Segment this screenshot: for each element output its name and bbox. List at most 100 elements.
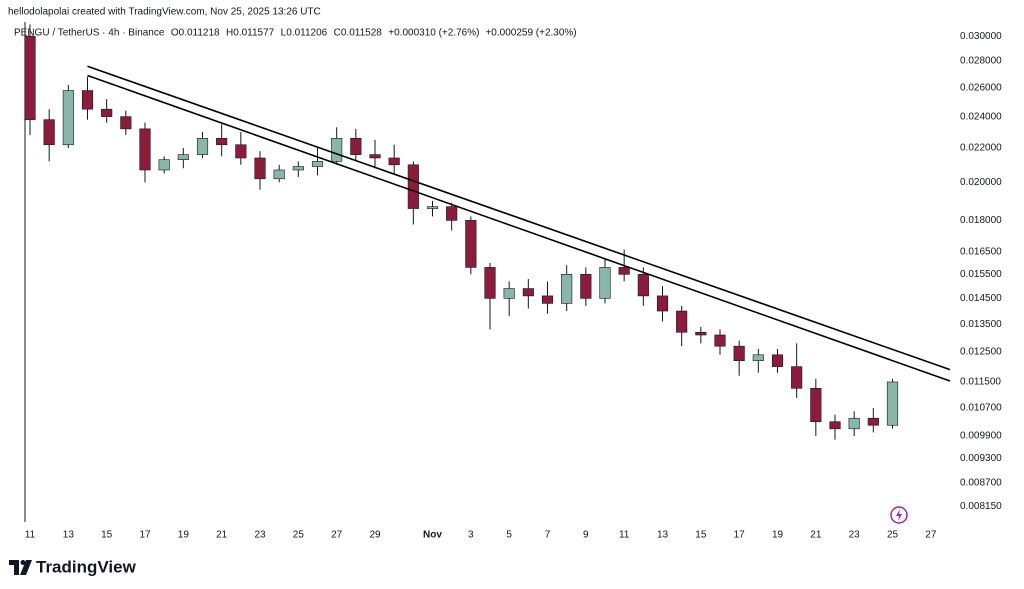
candle-body <box>426 206 439 209</box>
x-tick-label: 21 <box>810 530 822 541</box>
y-tick-label: 0.008150 <box>960 501 1002 512</box>
trend-line <box>87 74 951 382</box>
x-tick-label: 15 <box>695 530 707 541</box>
candle-body <box>580 274 592 299</box>
candle-body <box>292 166 304 171</box>
candle-body <box>829 421 841 430</box>
x-tick-label: 9 <box>583 530 589 541</box>
x-tick-label: 3 <box>468 530 474 541</box>
y-tick-label: 0.016500 <box>960 246 1002 257</box>
candle-body <box>273 169 285 180</box>
x-tick-label: 13 <box>63 530 75 541</box>
candle-body <box>541 295 554 304</box>
x-tick-label: 17 <box>139 530 151 541</box>
x-tick-label: 17 <box>734 530 746 541</box>
legend-value: +0.000310 (+2.76%) <box>388 28 479 39</box>
trend-line <box>87 65 951 371</box>
y-tick-label: 0.009900 <box>960 431 1002 442</box>
candle-body <box>311 161 324 167</box>
x-tick-label: 29 <box>369 530 381 541</box>
candle-body <box>350 138 362 155</box>
candle-body <box>676 310 688 333</box>
alert-bolt <box>896 509 902 521</box>
x-tick-label: 27 <box>925 530 937 541</box>
y-tick-label: 0.024000 <box>960 111 1002 122</box>
legend-value: O0.011218 <box>171 28 220 39</box>
y-tick-label: 0.013500 <box>960 319 1002 330</box>
legend-value: +0.000259 (+2.30%) <box>485 28 576 39</box>
x-tick-label: 13 <box>657 530 669 541</box>
alert-icon[interactable] <box>890 506 908 524</box>
candle-body <box>120 116 132 130</box>
x-tick-label: 25 <box>293 530 305 541</box>
logo-part <box>20 560 26 565</box>
candle-body <box>714 334 726 347</box>
y-tick-label: 0.026000 <box>960 82 1002 93</box>
y-tick-label: 0.008700 <box>960 477 1002 488</box>
x-tick-label: 21 <box>216 530 228 541</box>
y-tick-label: 0.015500 <box>960 269 1002 280</box>
x-tick-label: 19 <box>178 530 190 541</box>
x-tick-label: 23 <box>254 530 266 541</box>
plot-area <box>24 24 951 440</box>
candle-body <box>599 267 611 299</box>
candle-body <box>81 90 94 110</box>
candle-body <box>254 157 266 180</box>
candle-body <box>867 417 879 426</box>
candle-body <box>886 381 899 426</box>
x-tick-label: 15 <box>101 530 113 541</box>
y-tick-label: 0.010700 <box>960 403 1002 414</box>
candle-body <box>24 35 36 120</box>
x-tick-label: 5 <box>506 530 512 541</box>
candle-body <box>196 138 209 155</box>
y-tick-label: 0.014500 <box>960 293 1002 304</box>
candle-body <box>484 267 496 299</box>
ohlc-legend: PENGU / TetherUS · 4h · Binance O0.01121… <box>14 28 577 39</box>
candle-body <box>848 417 860 430</box>
candle-body <box>388 157 400 166</box>
candle-body <box>791 366 803 389</box>
candle-body <box>522 288 534 297</box>
y-tick-label: 0.011500 <box>960 377 1001 388</box>
x-tick-label: 27 <box>331 530 343 541</box>
brand-logo <box>9 560 32 575</box>
candle-body <box>177 154 189 160</box>
candle-body <box>618 267 630 275</box>
candle-body <box>369 154 381 159</box>
candle-body <box>407 164 419 209</box>
candle-body <box>101 108 113 117</box>
candle-body <box>810 388 822 423</box>
x-tick-label: 19 <box>772 530 784 541</box>
x-tick-label: 11 <box>619 530 630 541</box>
candle-body <box>561 274 573 304</box>
candle-body <box>62 90 74 146</box>
x-tick-label: 23 <box>849 530 861 541</box>
candle-body <box>446 206 458 221</box>
legend-value: L0.011206 <box>281 28 328 39</box>
logo-part <box>9 560 19 575</box>
attribution: hellodolapolai created with TradingView.… <box>8 7 321 18</box>
candle-body <box>771 354 784 367</box>
candle-body <box>139 128 151 171</box>
candle-body <box>158 159 170 171</box>
legend-value: C0.011528 <box>334 28 383 39</box>
x-tick-label: 7 <box>545 530 551 541</box>
brand: TradingView <box>36 557 137 576</box>
logo-part <box>20 560 32 575</box>
candle-body <box>637 274 649 297</box>
y-tick-label: 0.009300 <box>960 453 1002 464</box>
y-tick-label: 0.012500 <box>960 347 1002 358</box>
y-tick-label: 0.030000 <box>960 31 1002 42</box>
y-tick-label: 0.020000 <box>960 177 1002 188</box>
candle-body <box>43 119 55 146</box>
candle-body <box>465 220 477 268</box>
candle-body <box>503 288 515 299</box>
legend-value: H0.011577 <box>226 28 275 39</box>
candle-body <box>695 331 707 336</box>
y-tick-label: 0.028000 <box>960 56 1002 67</box>
candle-body <box>331 138 343 162</box>
x-tick-label: 25 <box>887 530 899 541</box>
candle-body <box>656 295 669 312</box>
candle-body <box>752 354 764 361</box>
candle-body <box>235 144 247 159</box>
